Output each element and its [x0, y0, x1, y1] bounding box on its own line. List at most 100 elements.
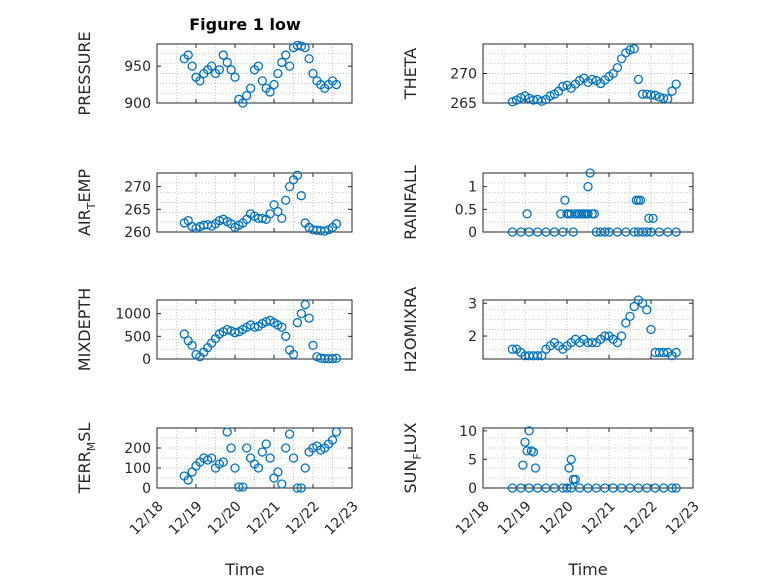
data-point	[658, 347, 669, 358]
y-tick-label: 200	[124, 441, 151, 457]
data-point	[667, 86, 677, 96]
data-point	[277, 322, 287, 332]
x-tick-label: 12/21	[579, 498, 619, 538]
y-tick-label: 265	[450, 96, 477, 112]
data-point	[568, 227, 578, 237]
data-point	[320, 226, 330, 236]
x-tick-label: 12/20	[205, 498, 245, 538]
data-point	[226, 443, 236, 453]
data-point	[253, 61, 264, 71]
data-point	[288, 453, 299, 463]
data-point	[327, 353, 338, 364]
data-point	[520, 437, 530, 447]
data-point	[522, 446, 532, 456]
data-point	[187, 340, 197, 351]
data-point	[253, 463, 264, 473]
panel-7: 0 100 200 12/18 12/19 12/20 12/21 12/22 12/23 TER…	[75, 423, 362, 539]
data-point	[524, 426, 534, 436]
y-tick-label: 265	[124, 202, 151, 218]
data-point	[187, 61, 197, 71]
data-point	[218, 457, 228, 467]
data-point	[522, 209, 532, 219]
data-point	[195, 76, 205, 86]
y-tick-label: 0.5	[455, 202, 477, 218]
data-point	[331, 219, 342, 229]
data-point	[585, 168, 595, 178]
data-point	[238, 482, 248, 492]
y-tick-label: 900	[124, 96, 151, 112]
data-point	[532, 351, 543, 361]
data-point	[589, 209, 599, 219]
data-point	[646, 90, 656, 100]
data-point	[537, 351, 547, 361]
x-tick-label: 12/23	[663, 498, 703, 538]
y-tick-label: 0	[468, 481, 477, 497]
data-point	[507, 344, 518, 354]
data-point	[222, 324, 232, 335]
y-tick-label: 5	[468, 452, 477, 468]
data-point	[562, 483, 572, 493]
data-point	[564, 463, 574, 473]
data-point	[648, 213, 658, 224]
data-point	[277, 479, 287, 489]
y-tick-label: 0	[468, 225, 477, 241]
data-point	[292, 318, 303, 328]
x-tick-label: 12/21	[244, 498, 284, 538]
data-point	[633, 74, 644, 85]
data-point	[284, 61, 295, 71]
data-point	[600, 227, 610, 237]
axes-frame	[156, 172, 353, 233]
data-point	[245, 83, 256, 93]
axes-frame	[482, 427, 694, 489]
data-point	[650, 90, 660, 100]
data-point	[587, 337, 597, 348]
data-point	[292, 170, 303, 180]
data-point	[296, 191, 306, 201]
data-point	[304, 54, 314, 64]
x-tick-label: 12/22	[621, 498, 661, 538]
data-point	[222, 57, 232, 68]
data-point	[642, 227, 652, 237]
data-point	[658, 93, 669, 103]
data-point	[637, 298, 648, 308]
data-point	[570, 474, 581, 485]
data-point	[577, 209, 587, 219]
data-point	[616, 331, 627, 341]
data-point	[206, 61, 217, 71]
panel-2: 265 270 THETA	[401, 43, 694, 112]
axes-frame	[482, 299, 694, 360]
y-axis-label: THETA	[401, 48, 420, 100]
panel-8: 0 5 10 12/18 12/19 12/20 12/21 12/22 12/23 SUNFLU…	[401, 422, 703, 538]
data-point	[667, 483, 677, 493]
data-point	[612, 337, 623, 348]
data-point	[331, 353, 342, 363]
data-point	[560, 195, 570, 205]
y-axis-label: H2OMIXRA	[401, 287, 420, 373]
data-point	[284, 181, 295, 192]
data-point	[281, 50, 291, 60]
x-tick-label: 12/23	[322, 498, 362, 538]
figure-title: Figure 1 low	[189, 15, 301, 34]
data-point	[621, 318, 631, 328]
data-point	[629, 44, 639, 54]
axes-frame	[156, 299, 353, 360]
x-axis-label-right: Time	[567, 560, 607, 579]
data-point	[558, 227, 568, 237]
data-point	[612, 62, 623, 73]
data-point	[327, 435, 338, 445]
y-tick-label: 0	[142, 352, 151, 368]
data-point	[331, 79, 342, 90]
y-tick-label: 3	[468, 296, 477, 312]
y-axis-label: RAINFALL	[401, 165, 420, 240]
y-tick-label: 0	[142, 481, 151, 497]
data-point	[663, 94, 673, 104]
data-point	[230, 328, 240, 338]
data-point	[671, 483, 681, 493]
data-point	[234, 482, 244, 492]
data-point	[288, 349, 299, 360]
data-point	[308, 340, 318, 351]
x-tick-label: 12/18	[453, 498, 493, 538]
data-point	[558, 81, 568, 92]
data-point	[269, 79, 279, 90]
